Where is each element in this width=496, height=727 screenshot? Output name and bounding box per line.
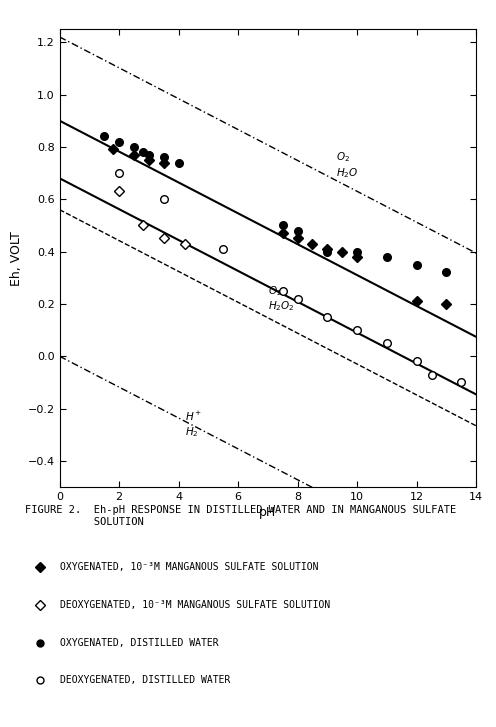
X-axis label: pH: pH (259, 506, 276, 519)
Text: $O_2$
$H_2O_2$: $O_2$ $H_2O_2$ (268, 284, 295, 313)
Text: OXYGENATED, 10⁻³M MANGANOUS SULFATE SOLUTION: OXYGENATED, 10⁻³M MANGANOUS SULFATE SOLU… (60, 562, 318, 572)
Text: FIGURE 2.  Eh-pH RESPONSE IN DISTILLED WATER AND IN MANGANOUS SULFATE
          : FIGURE 2. Eh-pH RESPONSE IN DISTILLED WA… (25, 505, 456, 527)
Y-axis label: Eh, VOLT: Eh, VOLT (10, 230, 23, 286)
Text: $H^+$
$H_2$: $H^+$ $H_2$ (185, 410, 202, 438)
Text: DEOXYGENATED, DISTILLED WATER: DEOXYGENATED, DISTILLED WATER (60, 675, 230, 686)
Text: $O_2$
$H_2O$: $O_2$ $H_2O$ (336, 150, 359, 180)
Text: OXYGENATED, DISTILLED WATER: OXYGENATED, DISTILLED WATER (60, 638, 218, 648)
Text: DEOXYGENATED, 10⁻³M MANGANOUS SULFATE SOLUTION: DEOXYGENATED, 10⁻³M MANGANOUS SULFATE SO… (60, 600, 330, 610)
